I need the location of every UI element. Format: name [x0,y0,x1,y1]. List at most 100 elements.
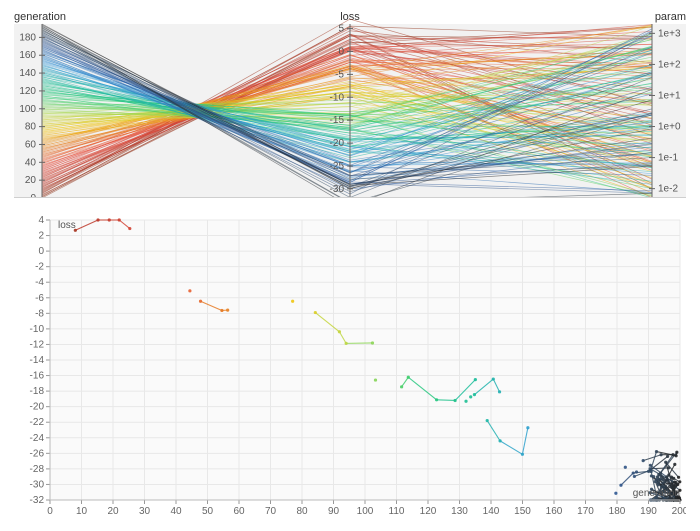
scatter-marker [96,218,99,221]
scatter-marker [226,309,229,312]
scatter-marker [632,471,635,474]
scatter-marker [128,227,131,230]
parcoords-panel: generationlossparam020406080100120140160… [14,8,686,198]
scatter-xtick-label: 150 [514,506,531,517]
scatter-marker [619,484,622,487]
parcoords-tick-label: -10 [330,92,345,103]
parcoords-tick-label: 1e+3 [658,28,681,39]
parcoords-tick-label: 120 [19,86,36,97]
scatter-ytick-label: -22 [30,417,45,428]
scatter-ytick-label: 4 [38,215,44,226]
scatter-marker [654,480,657,483]
parcoords-tick-label: 160 [19,50,36,61]
parcoords-tick-label: -15 [330,115,345,126]
parcoords-tick-label: -20 [330,138,345,149]
scatter-segment [437,400,456,401]
scatter-marker [291,300,294,303]
scatter-xtick-label: 30 [139,506,151,517]
scatter-marker [526,426,529,429]
scatter-marker [345,342,348,345]
scatter-ytick-label: -18 [30,386,45,397]
scatter-marker [633,475,636,478]
scatter-xtick-label: 20 [107,506,119,517]
scatter-ytick-label: 0 [38,246,44,257]
scatter-marker [649,464,652,467]
scatter-marker [453,399,456,402]
parcoords-tick-label: 1e-1 [658,153,678,164]
parcoords-tick-label: 0 [338,46,344,57]
parcoords-baseline [14,197,686,198]
scatter-marker [657,473,660,476]
scatter-marker [498,439,501,442]
scatter-marker [108,218,111,221]
scatter-xtick-label: 170 [577,506,594,517]
scatter-marker [473,393,476,396]
scatter-xlabel: generation [633,488,680,499]
parcoords-tick-label: -30 [330,184,345,195]
parcoords-tick-label: 180 [19,32,36,43]
scatter-marker [492,377,495,380]
scatter-xtick-label: 180 [609,506,626,517]
scatter-marker [652,475,655,478]
scatter-xtick-label: 140 [483,506,500,517]
scatter-marker [474,378,477,381]
scatter-xtick-label: 10 [76,506,88,517]
scatter-xtick-label: 90 [328,506,340,517]
scatter-ytick-label: -6 [35,293,44,304]
scatter-xtick-label: 60 [233,506,245,517]
parcoords-tick-label: 1e-2 [658,184,678,195]
parcoords-tick-label: 20 [25,175,37,186]
scatter-marker [469,395,472,398]
scatter-ytick-label: -26 [30,448,45,459]
scatter-marker [407,376,410,379]
scatter-xtick-label: 40 [170,506,182,517]
scatter-marker [657,483,660,486]
parcoords-tick-label: 80 [25,122,37,133]
scatter-marker [521,453,524,456]
parcoords-tick-label: 100 [19,104,36,115]
scatter-marker [435,398,438,401]
scatter-marker [677,476,680,479]
scatter-marker [371,341,374,344]
scatter-marker [674,481,677,484]
scatter-ytick-label: -2 [35,262,44,273]
scatter-marker [338,330,341,333]
scatter-marker [498,390,501,393]
scatter-marker [658,478,661,481]
scatter-xtick-label: 120 [420,506,437,517]
scatter-grid [50,220,680,500]
scatter-xtick-label: 0 [47,506,53,517]
scatter-xtick-label: 110 [389,506,405,517]
scatter-ytick-label: -32 [30,495,45,506]
scatter-ytick-label: -14 [30,355,45,366]
scatter-marker [374,378,377,381]
scatter-ytick-label: -30 [30,479,45,490]
scatter-ytick-label: 2 [38,231,44,242]
scatter-xtick-label: 100 [357,506,374,517]
parcoords-tick-label: -5 [335,69,344,80]
scatter-marker [674,454,677,457]
scatter-xtick-label: 190 [640,506,657,517]
scatter-marker [649,469,652,472]
scatter-marker [672,477,675,480]
parcoords-tick-label: -25 [330,161,345,172]
scatter-panel: 0102030405060708090100110120130140150160… [22,214,686,522]
scatter-marker [671,453,674,456]
parcoords-tick-label: 40 [25,157,37,168]
scatter-marker [642,459,645,462]
scatter-marker [635,470,638,473]
scatter-marker [464,400,467,403]
parcoords-axis-title: param [655,11,686,23]
scatter-ytick-label: -16 [30,371,45,382]
scatter-marker [666,478,669,481]
scatter-ytick-label: -4 [35,277,44,288]
scatter-chart: 0102030405060708090100110120130140150160… [22,214,686,522]
scatter-ytick-label: -12 [30,339,45,350]
scatter-ytick-label: -8 [35,308,44,319]
parcoords-tick-label: 140 [19,68,36,79]
scatter-marker [118,218,121,221]
scatter-marker [661,481,664,484]
scatter-marker [614,492,617,495]
scatter-marker [667,473,670,476]
parcoords-tick-label: 1e+2 [658,59,681,70]
